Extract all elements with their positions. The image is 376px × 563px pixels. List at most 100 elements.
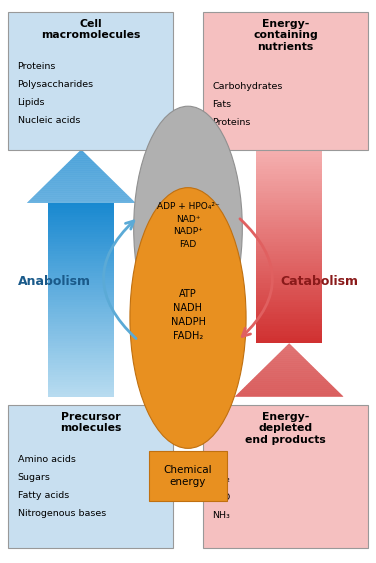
Polygon shape [287, 345, 292, 346]
Polygon shape [237, 394, 341, 395]
Polygon shape [256, 261, 322, 263]
Polygon shape [55, 174, 107, 175]
Polygon shape [256, 275, 322, 278]
Polygon shape [256, 329, 322, 331]
Polygon shape [256, 178, 322, 181]
Polygon shape [241, 390, 337, 391]
Polygon shape [256, 157, 322, 159]
Polygon shape [72, 158, 91, 159]
Polygon shape [256, 271, 322, 273]
Text: Amino acids: Amino acids [18, 455, 76, 464]
Polygon shape [280, 351, 298, 352]
Polygon shape [49, 261, 114, 263]
Polygon shape [49, 385, 114, 387]
Polygon shape [242, 389, 337, 390]
Polygon shape [49, 244, 114, 247]
Polygon shape [47, 183, 116, 184]
Polygon shape [49, 205, 114, 208]
Polygon shape [70, 159, 92, 160]
Polygon shape [256, 336, 322, 338]
Polygon shape [49, 341, 114, 343]
Polygon shape [56, 173, 106, 174]
Polygon shape [256, 310, 322, 312]
FancyArrowPatch shape [240, 219, 273, 337]
Polygon shape [74, 156, 89, 157]
Polygon shape [235, 395, 343, 396]
Polygon shape [49, 273, 114, 275]
Polygon shape [43, 186, 119, 187]
Polygon shape [73, 157, 89, 158]
Polygon shape [49, 382, 114, 385]
Polygon shape [267, 364, 311, 365]
Polygon shape [49, 295, 114, 297]
Polygon shape [49, 230, 114, 232]
Polygon shape [256, 193, 322, 195]
Polygon shape [249, 382, 329, 383]
Polygon shape [49, 346, 114, 348]
Polygon shape [256, 212, 322, 215]
Polygon shape [77, 153, 85, 154]
Polygon shape [256, 312, 322, 314]
Polygon shape [49, 225, 114, 227]
Polygon shape [270, 361, 308, 362]
Polygon shape [256, 191, 322, 193]
Polygon shape [63, 167, 100, 168]
Polygon shape [49, 343, 114, 346]
Polygon shape [49, 283, 114, 285]
Polygon shape [66, 164, 97, 165]
Polygon shape [256, 174, 322, 176]
Polygon shape [268, 363, 310, 364]
Polygon shape [288, 343, 290, 344]
Ellipse shape [134, 106, 242, 350]
Polygon shape [245, 386, 333, 387]
Polygon shape [49, 227, 114, 230]
Polygon shape [49, 394, 114, 396]
Polygon shape [253, 378, 325, 379]
Polygon shape [64, 166, 99, 167]
Polygon shape [55, 175, 108, 176]
Polygon shape [49, 355, 114, 358]
Polygon shape [256, 186, 322, 188]
Polygon shape [49, 208, 114, 210]
Polygon shape [49, 387, 114, 390]
Polygon shape [256, 150, 322, 152]
Polygon shape [250, 381, 329, 382]
Polygon shape [256, 321, 322, 324]
Ellipse shape [130, 187, 246, 448]
Polygon shape [47, 182, 115, 183]
Polygon shape [66, 163, 96, 164]
Polygon shape [52, 178, 111, 179]
Polygon shape [49, 327, 114, 329]
Polygon shape [256, 200, 322, 203]
Polygon shape [256, 295, 322, 297]
Polygon shape [49, 247, 114, 249]
FancyArrowPatch shape [103, 221, 136, 338]
Text: Chemical
energy: Chemical energy [164, 465, 212, 486]
Polygon shape [49, 254, 114, 256]
Polygon shape [262, 369, 316, 370]
Polygon shape [238, 392, 340, 394]
Polygon shape [49, 319, 114, 321]
Polygon shape [32, 197, 130, 198]
Polygon shape [39, 190, 123, 191]
Polygon shape [247, 384, 331, 385]
Polygon shape [49, 271, 114, 273]
Polygon shape [256, 198, 322, 200]
Polygon shape [256, 251, 322, 254]
Text: Nitrogenous bases: Nitrogenous bases [18, 509, 106, 518]
Polygon shape [49, 351, 114, 353]
Text: ADP + HPO₄²⁻
NAD⁺
NADP⁺
FAD: ADP + HPO₄²⁻ NAD⁺ NADP⁺ FAD [157, 202, 219, 249]
Text: Fats: Fats [212, 100, 232, 109]
Polygon shape [49, 314, 114, 317]
Polygon shape [256, 171, 322, 174]
Polygon shape [258, 373, 320, 374]
Polygon shape [48, 181, 115, 182]
Polygon shape [36, 193, 126, 194]
Polygon shape [78, 152, 85, 153]
Polygon shape [256, 205, 322, 208]
Text: Proteins: Proteins [18, 62, 56, 71]
Polygon shape [69, 161, 94, 162]
Polygon shape [256, 327, 322, 329]
Polygon shape [49, 353, 114, 355]
Polygon shape [246, 385, 333, 386]
